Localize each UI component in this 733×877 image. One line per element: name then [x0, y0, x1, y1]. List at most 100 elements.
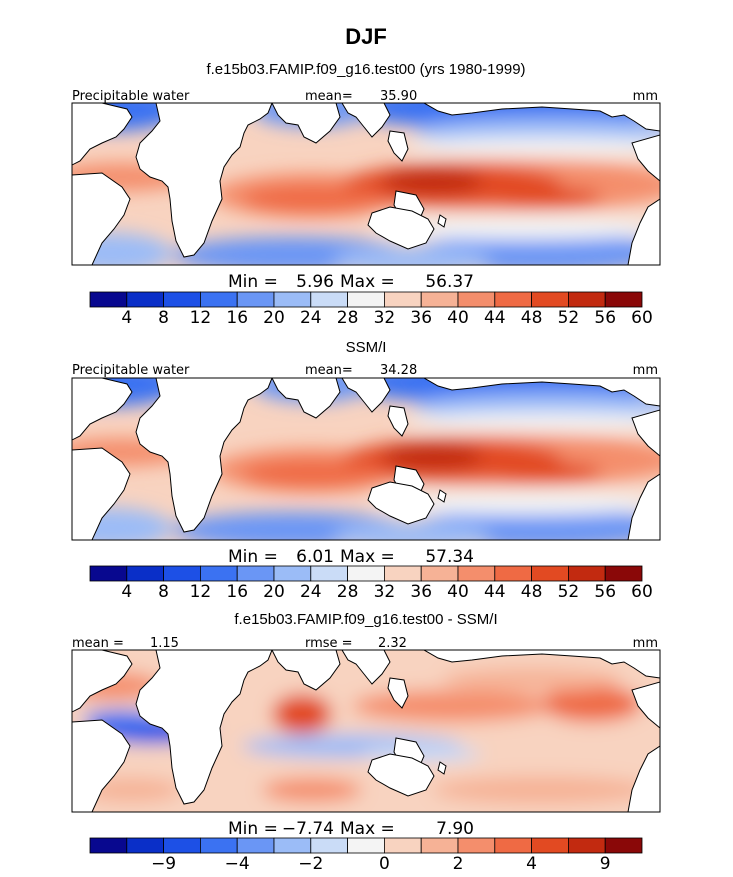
- colorbar-swatch: [568, 291, 606, 308]
- min-value: 5.96: [296, 272, 334, 292]
- field-region: [482, 187, 602, 207]
- colorbar-tick-label: 28: [337, 582, 359, 602]
- colorbar-tick-label: 24: [300, 582, 322, 602]
- colorbar: 4 8 12 16 20 24 28 32 36 40 44 48 52 56 60: [89, 565, 653, 602]
- colorbar-tick-label: 24: [300, 308, 322, 328]
- land-outline: [387, 130, 409, 162]
- field-region: [482, 462, 602, 482]
- colorbar-tick-label: 28: [337, 308, 359, 328]
- colorbar-tick-label: 52: [558, 308, 580, 328]
- colorbar-tick-label: 20: [263, 308, 285, 328]
- colorbar-swatch: [494, 837, 532, 854]
- colorbar-tick-label: 12: [190, 308, 212, 328]
- field-region: [72, 508, 172, 540]
- colorbar-swatch: [273, 837, 312, 854]
- min-label: Min =: [228, 819, 278, 839]
- colorbar-swatch: [347, 837, 385, 854]
- colorbar-swatch: [347, 291, 385, 308]
- colorbar-tick-label: −9: [151, 854, 176, 874]
- colorbar-tick-label: 32: [374, 582, 396, 602]
- colorbar-swatch: [310, 291, 348, 308]
- min-value: −7.74: [282, 819, 334, 839]
- field-region: [332, 247, 492, 265]
- colorbar-swatch: [604, 565, 643, 582]
- land-outline: [135, 378, 273, 533]
- field-region: [242, 460, 382, 488]
- land-outline: [271, 650, 341, 691]
- max-value: 57.34: [425, 547, 474, 567]
- map-field: [71, 649, 661, 813]
- field-region: [352, 690, 552, 722]
- land-outline: [627, 473, 660, 540]
- panel-title: f.e15b03.FAMIP.f09_g16.test00 - SSM/I: [234, 611, 497, 628]
- colorbar-tick-label: 12: [190, 582, 212, 602]
- colorbar-swatch: [383, 291, 422, 308]
- rmse-label: rmse =: [305, 636, 353, 651]
- colorbar-swatch: [199, 837, 238, 854]
- units-label: mm: [633, 89, 658, 104]
- colorbar-tick-label: 40: [447, 308, 469, 328]
- colorbar-tick-label: −4: [225, 854, 250, 874]
- units-label: mm: [633, 363, 658, 378]
- land-outline: [627, 745, 660, 812]
- colorbar-swatch: [163, 565, 201, 582]
- field-region: [402, 412, 660, 432]
- colorbar-swatch: [383, 837, 422, 854]
- max-value: 56.37: [425, 272, 474, 292]
- colorbar-tick-label: 52: [558, 582, 580, 602]
- map-frame: [71, 649, 661, 813]
- variable-label: Precipitable water: [72, 363, 190, 378]
- colorbar-swatch: [383, 565, 422, 582]
- field-region: [402, 137, 660, 157]
- max-value: 7.90: [436, 819, 474, 839]
- colorbar-swatch: [236, 837, 275, 854]
- colorbar-swatch: [604, 291, 643, 308]
- field-contours: [72, 650, 660, 812]
- colorbar-tick-label: 44: [484, 582, 506, 602]
- land-outline: [437, 214, 447, 228]
- land-outline: [72, 719, 131, 812]
- land-outline: [135, 103, 273, 258]
- panel-model: f.e15b03.FAMIP.f09_g16.test00 (yrs 1980-…: [71, 61, 661, 328]
- colorbar-tick-label: 44: [484, 308, 506, 328]
- colorbar-swatch: [163, 837, 201, 854]
- field-contours: [72, 103, 660, 265]
- field-region: [442, 668, 622, 692]
- field-region: [242, 185, 382, 213]
- land-outline: [631, 134, 660, 182]
- colorbar: −9 −4 −2 0 2 4 9: [89, 837, 643, 874]
- figure-title: DJF: [345, 24, 387, 49]
- land-outline: [437, 489, 447, 503]
- map-frame: [71, 377, 661, 541]
- variable-label: Precipitable water: [72, 89, 190, 104]
- colorbar-tick-label: 8: [158, 308, 169, 328]
- min-label: Min =: [228, 547, 278, 567]
- colorbar-swatch: [604, 837, 643, 854]
- colorbar-tick-label: 48: [521, 308, 543, 328]
- colorbar-tick-label: 36: [410, 308, 432, 328]
- colorbar-swatch: [531, 291, 569, 308]
- colorbar-tick-label: 20: [263, 582, 285, 602]
- panel-title: f.e15b03.FAMIP.f09_g16.test00 (yrs 1980-…: [206, 61, 525, 78]
- colorbar-swatch: [568, 565, 606, 582]
- mean-value: 35.90: [380, 89, 417, 104]
- map-field: [71, 102, 661, 266]
- land-outline: [631, 681, 660, 729]
- field-region: [542, 686, 642, 722]
- land-outline: [341, 378, 391, 413]
- land-outline: [387, 405, 409, 437]
- field-region: [262, 778, 362, 802]
- colorbar-tick-label: 60: [631, 582, 653, 602]
- colorbar-swatch: [457, 565, 496, 582]
- colorbar-swatch: [531, 837, 569, 854]
- colorbar-tick-label: 4: [121, 308, 132, 328]
- map-frame: [71, 102, 661, 266]
- colorbar-swatch: [347, 565, 385, 582]
- colorbar-tick-label: 2: [453, 854, 464, 874]
- colorbar-tick-label: 0: [379, 854, 390, 874]
- colorbar-swatch: [494, 291, 532, 308]
- colorbar-tick-label: 36: [410, 582, 432, 602]
- colorbar: 4 8 12 16 20 24 28 32 36 40 44 48 52 56 60: [89, 291, 653, 328]
- field-region: [382, 442, 482, 470]
- colorbar-swatch: [199, 565, 238, 582]
